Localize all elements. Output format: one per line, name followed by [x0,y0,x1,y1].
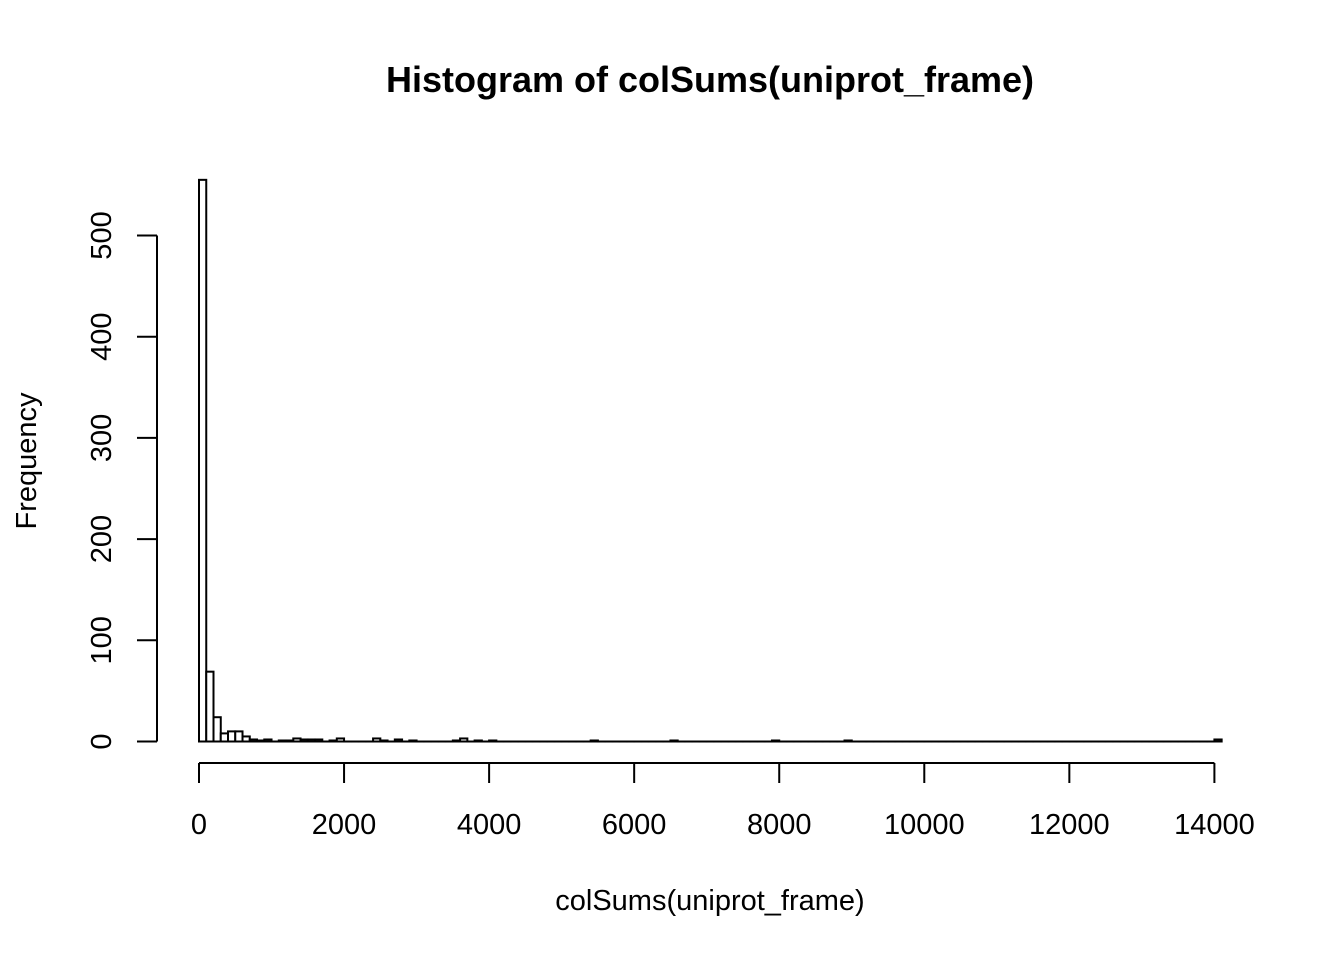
histogram-bar [292,737,302,743]
x-tick-label: 6000 [602,809,667,841]
histogram-bar [263,738,273,743]
y-tick-label: 0 [86,733,118,749]
histogram-bar [451,739,462,743]
histogram-bar [770,739,781,743]
histogram-bar [379,739,389,743]
y-tick-label: 500 [86,211,118,259]
y-tick-label: 300 [86,414,118,462]
histogram-bar [372,737,382,743]
x-tick-label: 12000 [1029,809,1110,841]
histogram-bar [299,738,309,743]
x-axis: 0 2000 4000 6000 8000 10000 12000 14000 [191,762,1255,841]
histogram-bar [459,737,469,743]
x-tick-label: 0 [191,809,207,841]
histogram-bar [198,178,208,743]
histogram-bar [843,739,853,743]
x-tick-label: 2000 [312,809,377,841]
y-tick-label: 200 [86,515,118,563]
x-axis-label: colSums(uniprot_frame) [555,885,864,917]
histogram-bar [227,730,237,743]
histogram-bar [241,735,251,743]
histogram-bar [408,739,418,743]
histogram-bar [285,739,295,743]
y-axis-label: Frequency [11,392,43,530]
histogram-bar [1213,738,1223,743]
histogram-bar [589,739,599,743]
x-tick-label: 10000 [884,809,965,841]
histogram-bar [488,739,498,743]
histogram-bar [234,730,244,743]
histogram-bar [277,739,288,743]
chart-title: Histogram of colSums(uniprot_frame) [386,59,1034,100]
y-tick-label: 400 [86,313,118,361]
y-tick-label: 100 [86,616,118,664]
histogram-bar [212,716,222,743]
y-axis: 0 100 200 300 400 500 [86,211,158,750]
histogram-bar [669,739,679,743]
histogram-bar [328,739,338,743]
histogram-bar [256,739,266,743]
histogram-bars [198,178,1223,743]
histogram-bar [219,732,230,743]
x-tick-label: 14000 [1174,809,1255,841]
histogram-bar [393,738,404,743]
x-tick-label: 8000 [747,809,812,841]
histogram-bar [205,670,215,743]
histogram-bar [314,738,324,743]
histogram-bar [335,737,346,743]
histogram-bar [248,738,259,743]
x-tick-label: 4000 [457,809,522,841]
histogram-bar [473,739,483,743]
histogram-bar [306,738,317,743]
